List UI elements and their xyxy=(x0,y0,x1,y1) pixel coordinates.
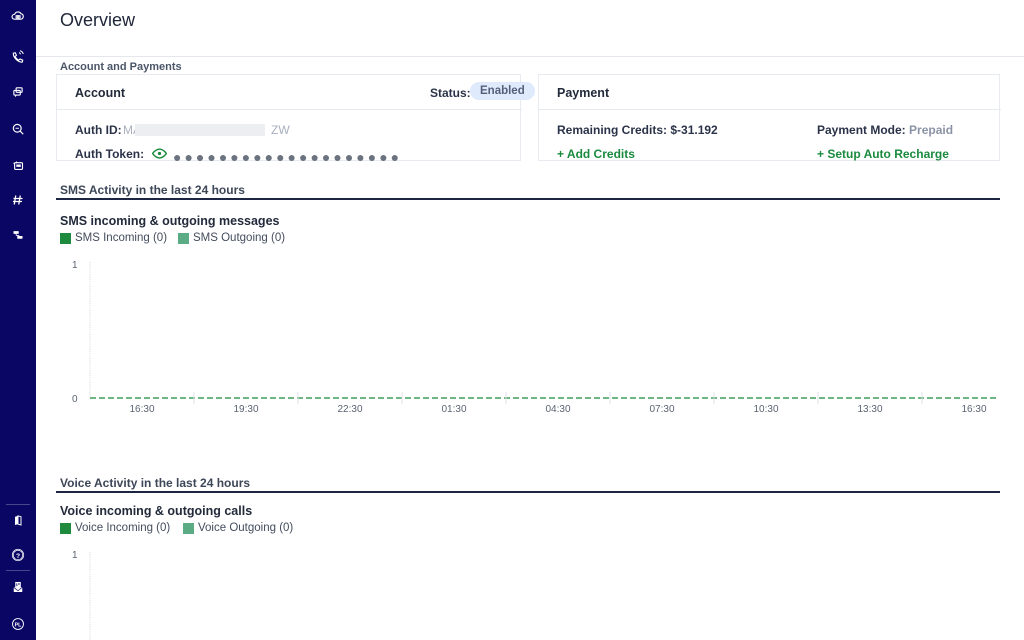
svg-text:1: 1 xyxy=(72,260,78,271)
svg-text:16:30: 16:30 xyxy=(129,404,154,415)
svg-text:22:30: 22:30 xyxy=(337,404,362,415)
svg-text:PL: PL xyxy=(15,622,23,628)
svg-text:16:30: 16:30 xyxy=(961,404,986,415)
svg-text:04:30: 04:30 xyxy=(545,404,570,415)
svg-text:0: 0 xyxy=(72,394,78,405)
svg-text:07:30: 07:30 xyxy=(649,404,674,415)
svg-text:$: $ xyxy=(16,583,18,587)
svg-text:01:30: 01:30 xyxy=(441,404,466,415)
svg-text:1: 1 xyxy=(72,550,78,561)
svg-text:13:30: 13:30 xyxy=(857,404,882,415)
svg-text:19:30: 19:30 xyxy=(233,404,258,415)
svg-text:?: ? xyxy=(16,553,20,560)
svg-text:10:30: 10:30 xyxy=(753,404,778,415)
